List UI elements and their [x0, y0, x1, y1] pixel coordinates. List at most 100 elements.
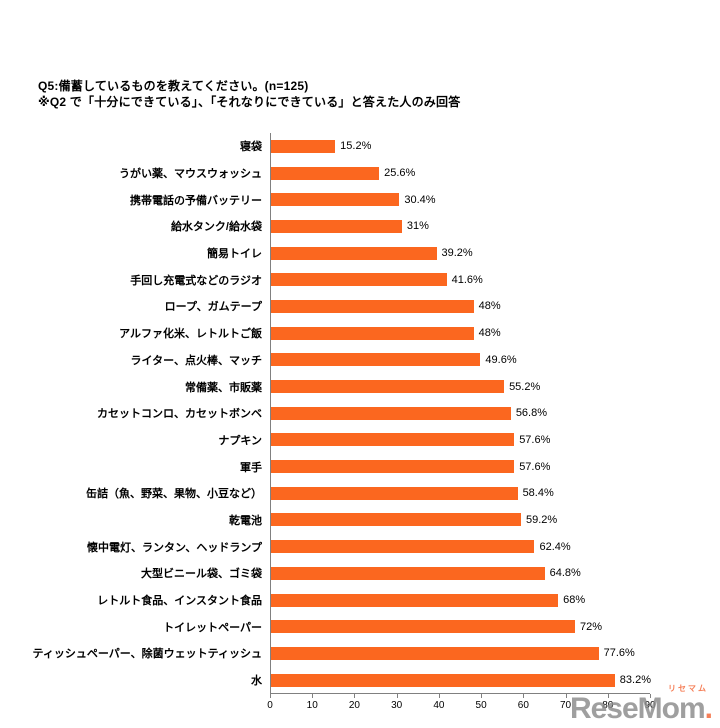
bar-row: 携帯電話の予備バッテリー 30.4%	[30, 186, 651, 214]
category-label: 水	[251, 675, 262, 688]
axis-tick	[396, 694, 398, 699]
bar	[271, 353, 481, 367]
category-label: ティッシュペーパー、除菌ウェットティッシュ	[32, 648, 262, 661]
bar-row: アルファ化米、レトルトご飯 48%	[30, 319, 651, 347]
plot-area: 57.6%	[270, 426, 651, 454]
axis-tick-label: 20	[348, 700, 360, 712]
plot-area: 55.2%	[270, 373, 651, 400]
category-label: 携帯電話の予備バッテリー	[130, 194, 262, 207]
value-label: 64.8%	[549, 567, 581, 580]
plot-area: 31%	[270, 213, 651, 240]
bar	[271, 326, 474, 340]
bar-row: ナプキン 57.6%	[30, 426, 651, 454]
category-label: うがい薬、マウスウォッシュ	[119, 168, 262, 181]
plot-area: 59.2%	[270, 506, 651, 534]
value-label: 55.2%	[509, 380, 541, 393]
bar	[271, 460, 515, 474]
plot-area: 30.4%	[270, 186, 651, 214]
axis-tick	[312, 694, 314, 699]
bar-row: 乾電池 59.2%	[30, 506, 651, 534]
axis-tick-label: 50	[475, 700, 487, 712]
plot-area: 15.2%	[270, 133, 651, 160]
resemom-watermark: リセマム ReseMom.	[569, 685, 713, 725]
axis-tick-label: 40	[433, 700, 445, 712]
value-label: 25.6%	[384, 167, 416, 180]
bar-row: ティッシュペーパー、除菌ウェットティッシュ 77.6%	[30, 640, 650, 667]
category-label: ナプキン	[218, 434, 262, 447]
value-label: 59.2%	[525, 513, 558, 526]
bar-row: レトルト食品、インスタント食品 68%	[30, 586, 651, 614]
axis-tick-label: 0	[267, 700, 273, 712]
plot-area: 48%	[270, 319, 651, 347]
bar-row: 懐中電灯、ランタン、ヘッドランプ 62.4%	[30, 533, 650, 560]
value-label: 15.2%	[340, 140, 372, 153]
category-label: レトルト食品、インスタント食品	[97, 595, 262, 608]
bar	[271, 486, 518, 500]
value-label: 57.6%	[519, 433, 551, 446]
bar-row: 水 83.2%	[30, 666, 651, 694]
value-label: 48%	[478, 300, 501, 313]
value-label: 77.6%	[603, 647, 635, 660]
watermark-logo-text: ReseMom.	[569, 692, 713, 725]
axis-tick	[438, 694, 440, 699]
chart-subtitle: ※Q2 で「十分にできている」、「それなりにできている」と答えた人のみ回答	[38, 95, 461, 109]
axis-tick-label: 80	[602, 700, 614, 712]
bar-row: 軍手 57.6%	[30, 453, 650, 480]
value-label: 30.4%	[404, 193, 436, 206]
axis-tick	[607, 694, 609, 699]
axis-tick-label: 30	[391, 700, 403, 712]
bar-row: うがい薬、マウスウォッシュ 25.6%	[30, 159, 651, 187]
x-axis: 0 10 20 30 40 50 60 70 80 90	[267, 693, 656, 716]
bar-row: カセットコンロ、カセットボンベ 56.8%	[30, 399, 650, 427]
value-label: 72%	[580, 620, 603, 633]
plot-area: 25.6%	[270, 159, 651, 187]
chart-title: Q5:備蓄しているものを教えてください。(n=125)	[38, 79, 309, 93]
axis-tick	[270, 694, 271, 699]
plot-area: 64.8%	[270, 560, 651, 587]
plot-area: 68%	[270, 586, 651, 614]
bar	[271, 193, 400, 207]
category-label: 軍手	[240, 461, 262, 474]
axis-tick-label: 70	[559, 700, 572, 712]
value-label: 48%	[478, 327, 501, 340]
chart-header: Q5:備蓄しているものを教えてください。(n=125) ※Q2 で「十分にできて…	[0, 0, 720, 110]
value-label: 83.2%	[619, 674, 651, 687]
axis-tick	[650, 694, 651, 699]
value-label: 49.6%	[485, 353, 517, 366]
bar	[271, 380, 505, 394]
category-label: アルファ化米、レトルトご飯	[119, 328, 262, 341]
plot-area: 49.6%	[270, 346, 651, 374]
bar	[271, 139, 336, 153]
bar-chart: 寝袋 15.2% うがい薬、マウスウォッシュ 25.6% 携帯電話の予備バッテリー 30.…	[30, 133, 656, 716]
category-label: トイレットペーパー	[163, 621, 262, 634]
axis-tick	[523, 694, 525, 699]
category-label: 寝袋	[240, 141, 262, 154]
value-label: 41.6%	[451, 273, 483, 286]
bar-row: ロープ、ガムテープ 48%	[30, 293, 650, 320]
category-label: 給水タンク/給水袋	[170, 221, 262, 234]
axis-tick-label: 90	[644, 700, 656, 712]
category-label: カセットコンロ、カセットボンベ	[97, 408, 262, 421]
bar-row: 缶詰（魚、野菜、果物、小豆など） 58.4%	[30, 479, 650, 507]
category-label: 懐中電灯、ランタン、ヘッドランプ	[86, 541, 262, 554]
axis-tick-label: 10	[306, 700, 318, 712]
bar	[271, 593, 559, 607]
bar	[271, 433, 515, 447]
category-label: 大型ビニール袋、ゴミ袋	[141, 568, 262, 581]
plot-area: 57.6%	[270, 453, 651, 480]
axis-tick	[565, 694, 567, 699]
plot-area: 48%	[270, 293, 651, 320]
value-label: 57.6%	[519, 460, 551, 473]
axis-tick-label: 60	[517, 700, 529, 712]
category-label: 常備薬、市販薬	[185, 381, 262, 394]
bar	[271, 219, 402, 233]
axis-tick	[354, 694, 356, 699]
bar-rows: 寝袋 15.2% うがい薬、マウスウォッシュ 25.6% 携帯電話の予備バッテリー 30.…	[30, 133, 651, 694]
value-label: 58.4%	[522, 487, 554, 500]
bar	[271, 566, 545, 580]
watermark-dot: .	[704, 692, 713, 725]
category-label: ロープ、ガムテープ	[164, 301, 262, 314]
category-label: 手回し充電式などのラジオ	[130, 274, 262, 287]
category-label: ライター、点火棒、マッチ	[130, 354, 262, 367]
bar-row: 大型ビニール袋、ゴミ袋 64.8%	[30, 560, 650, 587]
